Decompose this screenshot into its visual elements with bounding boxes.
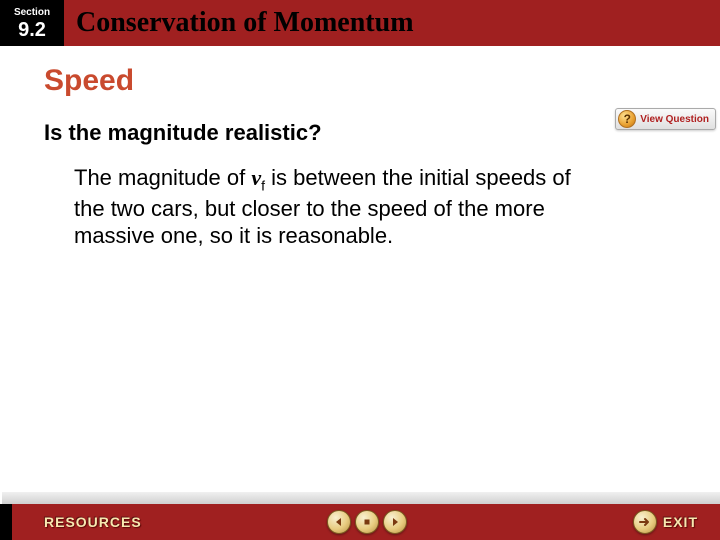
body-pre: The magnitude of — [74, 165, 251, 190]
exit-icon-button[interactable] — [633, 510, 657, 534]
content-area: Speed Is the magnitude realistic? The ma… — [14, 46, 712, 492]
content-bottom-bevel — [2, 492, 720, 504]
exit-button[interactable]: EXIT — [663, 514, 698, 530]
topic-title: Speed — [44, 64, 682, 98]
header-bar: Section 9.2 Conservation of Momentum — [0, 0, 720, 46]
header-title: Conservation of Momentum — [64, 0, 720, 46]
nav-stop-button[interactable] — [355, 510, 379, 534]
footer-left-accent — [0, 504, 12, 540]
section-label: Section — [14, 7, 50, 18]
nav-button-group — [102, 510, 633, 534]
triangle-right-icon — [390, 517, 400, 527]
body-text: The magnitude of vf is between the initi… — [44, 164, 682, 250]
arrow-right-icon — [639, 516, 651, 528]
nav-prev-button[interactable] — [327, 510, 351, 534]
question-text: Is the magnitude realistic? — [44, 120, 682, 146]
question-mark-icon: ? — [618, 110, 636, 128]
section-box: Section 9.2 — [0, 0, 64, 46]
nav-next-button[interactable] — [383, 510, 407, 534]
footer-bar: RESOURCES EXIT — [0, 504, 720, 540]
triangle-left-icon — [334, 517, 344, 527]
section-number: 9.2 — [18, 20, 46, 40]
slide: Section 9.2 Conservation of Momentum Spe… — [0, 0, 720, 540]
square-icon — [362, 517, 372, 527]
variable-v: v — [251, 165, 261, 190]
view-question-label: View Question — [640, 114, 709, 125]
view-question-button[interactable]: ? View Question — [615, 108, 716, 130]
